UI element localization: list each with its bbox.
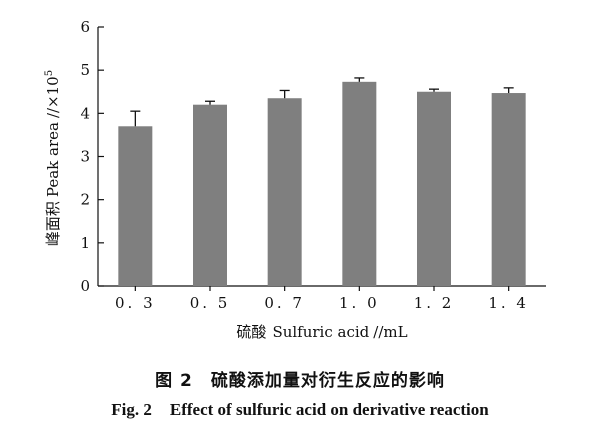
y-axis-title-unit: //×10 (44, 76, 62, 118)
y-axis-title-cn: 峰面积 (44, 201, 62, 246)
y-tick-label-3: 3 (80, 148, 90, 166)
caption-en-text: Effect of sulfuric acid on derivative re… (169, 400, 489, 419)
y-axis-title: 峰面积 Peak area //×105 (44, 70, 62, 246)
x-axis-title-en: Sulfuric acid (272, 323, 369, 341)
figure-caption-cn: 图 2 硫酸添加量对衍生反应的影响 (0, 366, 600, 391)
caption-en-number: Fig. 2 (111, 400, 152, 419)
bar-1 (193, 104, 227, 286)
y-axis-title-exponent: 5 (44, 70, 55, 76)
y-tick-label-2: 2 (80, 191, 90, 209)
y-tick-label-1: 1 (80, 234, 90, 252)
y-tick-label-4: 4 (80, 104, 90, 122)
figure-caption-en: Fig. 2 Effect of sulfuric acid on derivat… (0, 400, 600, 420)
x-tick-label-0: 0. 3 (115, 294, 156, 312)
x-axis-title-unit: //mL (373, 323, 407, 341)
x-tick-label-5: 1. 4 (488, 294, 529, 312)
bar-0 (118, 126, 153, 287)
bar-2 (267, 98, 302, 286)
bar-5 (491, 93, 526, 286)
x-axis-title-cn: 硫酸 (236, 323, 266, 341)
caption-cn-text: 硫酸添加量对衍生反应的影响 (210, 371, 445, 391)
y-tick-label-5: 5 (80, 61, 90, 79)
x-axis-title: 硫酸 Sulfuric acid//mL (236, 323, 407, 341)
y-tick-label-0: 0 (80, 277, 90, 295)
x-tick-label-2: 0. 7 (264, 294, 305, 312)
plot-area: 0 1 2 3 4 5 6 0. 3 0. 5 0. 7 1. 0 1. 2 1. 4 (80, 18, 546, 312)
y-axis-title-en: Peak area (44, 122, 62, 197)
x-tick-label-3: 1. 0 (339, 294, 380, 312)
bar-chart: 0 1 2 3 4 5 6 0. 3 0. 5 0. 7 1. 0 1. 2 1. 4 峰面积 Peak … (44, 18, 546, 341)
bar-4 (417, 91, 451, 286)
bar-3 (342, 81, 377, 287)
x-tick-label-1: 0. 5 (190, 294, 231, 312)
x-tick-label-4: 1. 2 (414, 294, 455, 312)
caption-cn-number: 图 2 (155, 371, 193, 391)
y-tick-label-6: 6 (80, 18, 90, 36)
